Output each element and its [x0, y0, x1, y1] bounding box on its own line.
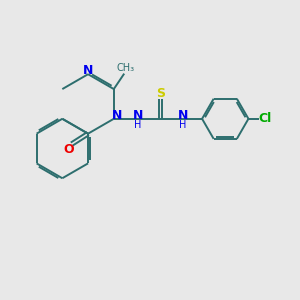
Text: N: N	[83, 64, 93, 76]
Text: H: H	[134, 120, 142, 130]
Text: N: N	[112, 109, 122, 122]
Text: H: H	[179, 120, 186, 130]
Text: S: S	[156, 87, 165, 100]
Text: CH₃: CH₃	[116, 63, 134, 73]
Text: N: N	[133, 109, 143, 122]
Text: N: N	[178, 109, 188, 122]
Text: O: O	[63, 143, 74, 156]
Text: Cl: Cl	[258, 112, 272, 125]
